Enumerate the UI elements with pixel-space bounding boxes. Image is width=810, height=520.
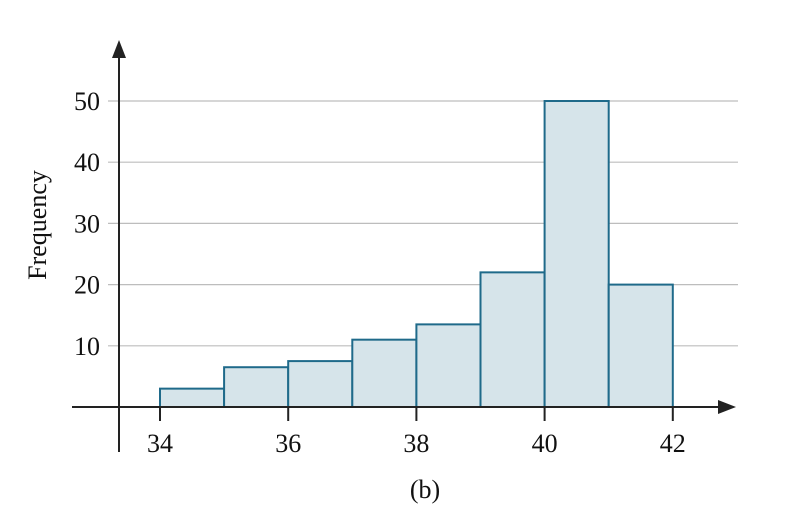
x-tick-label: 40 xyxy=(532,429,558,458)
y-tick-label: 20 xyxy=(74,271,100,300)
histogram-bar xyxy=(607,283,674,409)
histogram-bar xyxy=(351,338,418,408)
y-tick-labels: 10 20 30 40 50 xyxy=(74,87,100,361)
chart-caption: (b) xyxy=(410,475,440,504)
histogram-bars xyxy=(159,100,674,409)
y-tick-label: 40 xyxy=(74,148,100,177)
y-tick-label: 30 xyxy=(74,209,100,238)
histogram-bar xyxy=(415,323,482,409)
x-tick-labels: 34 36 38 40 42 xyxy=(147,407,686,458)
x-tick-label: 38 xyxy=(403,429,429,458)
y-axis-arrowhead xyxy=(112,40,126,58)
x-axis-arrowhead xyxy=(718,400,736,414)
histogram-bar xyxy=(543,100,610,408)
y-tick-label: 10 xyxy=(74,332,100,361)
y-axis-title: Frequency xyxy=(23,170,52,280)
x-tick-label: 42 xyxy=(660,429,686,458)
histogram-bar xyxy=(159,387,226,409)
histogram-bar xyxy=(223,366,290,408)
x-tick-label: 34 xyxy=(147,429,173,458)
y-tick-label: 50 xyxy=(74,87,100,116)
x-tick-label: 36 xyxy=(275,429,301,458)
histogram-bar xyxy=(479,271,546,408)
histogram-bar xyxy=(287,360,354,409)
axes xyxy=(72,40,736,452)
